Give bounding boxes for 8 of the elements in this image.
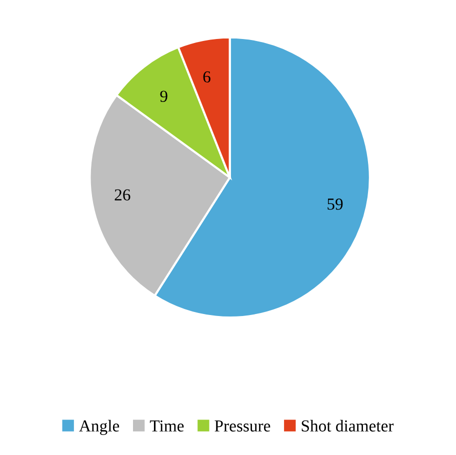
legend-label: Angle bbox=[79, 420, 120, 435]
legend-label: Shot diameter bbox=[302, 420, 394, 432]
data-label: 26 bbox=[114, 189, 130, 201]
data-label: 9 bbox=[160, 90, 168, 102]
legend-label: Time bbox=[150, 420, 184, 432]
legend-label: Pressure bbox=[214, 420, 270, 432]
data-label: 6 bbox=[203, 71, 210, 83]
data-label: 59 bbox=[328, 198, 343, 210]
